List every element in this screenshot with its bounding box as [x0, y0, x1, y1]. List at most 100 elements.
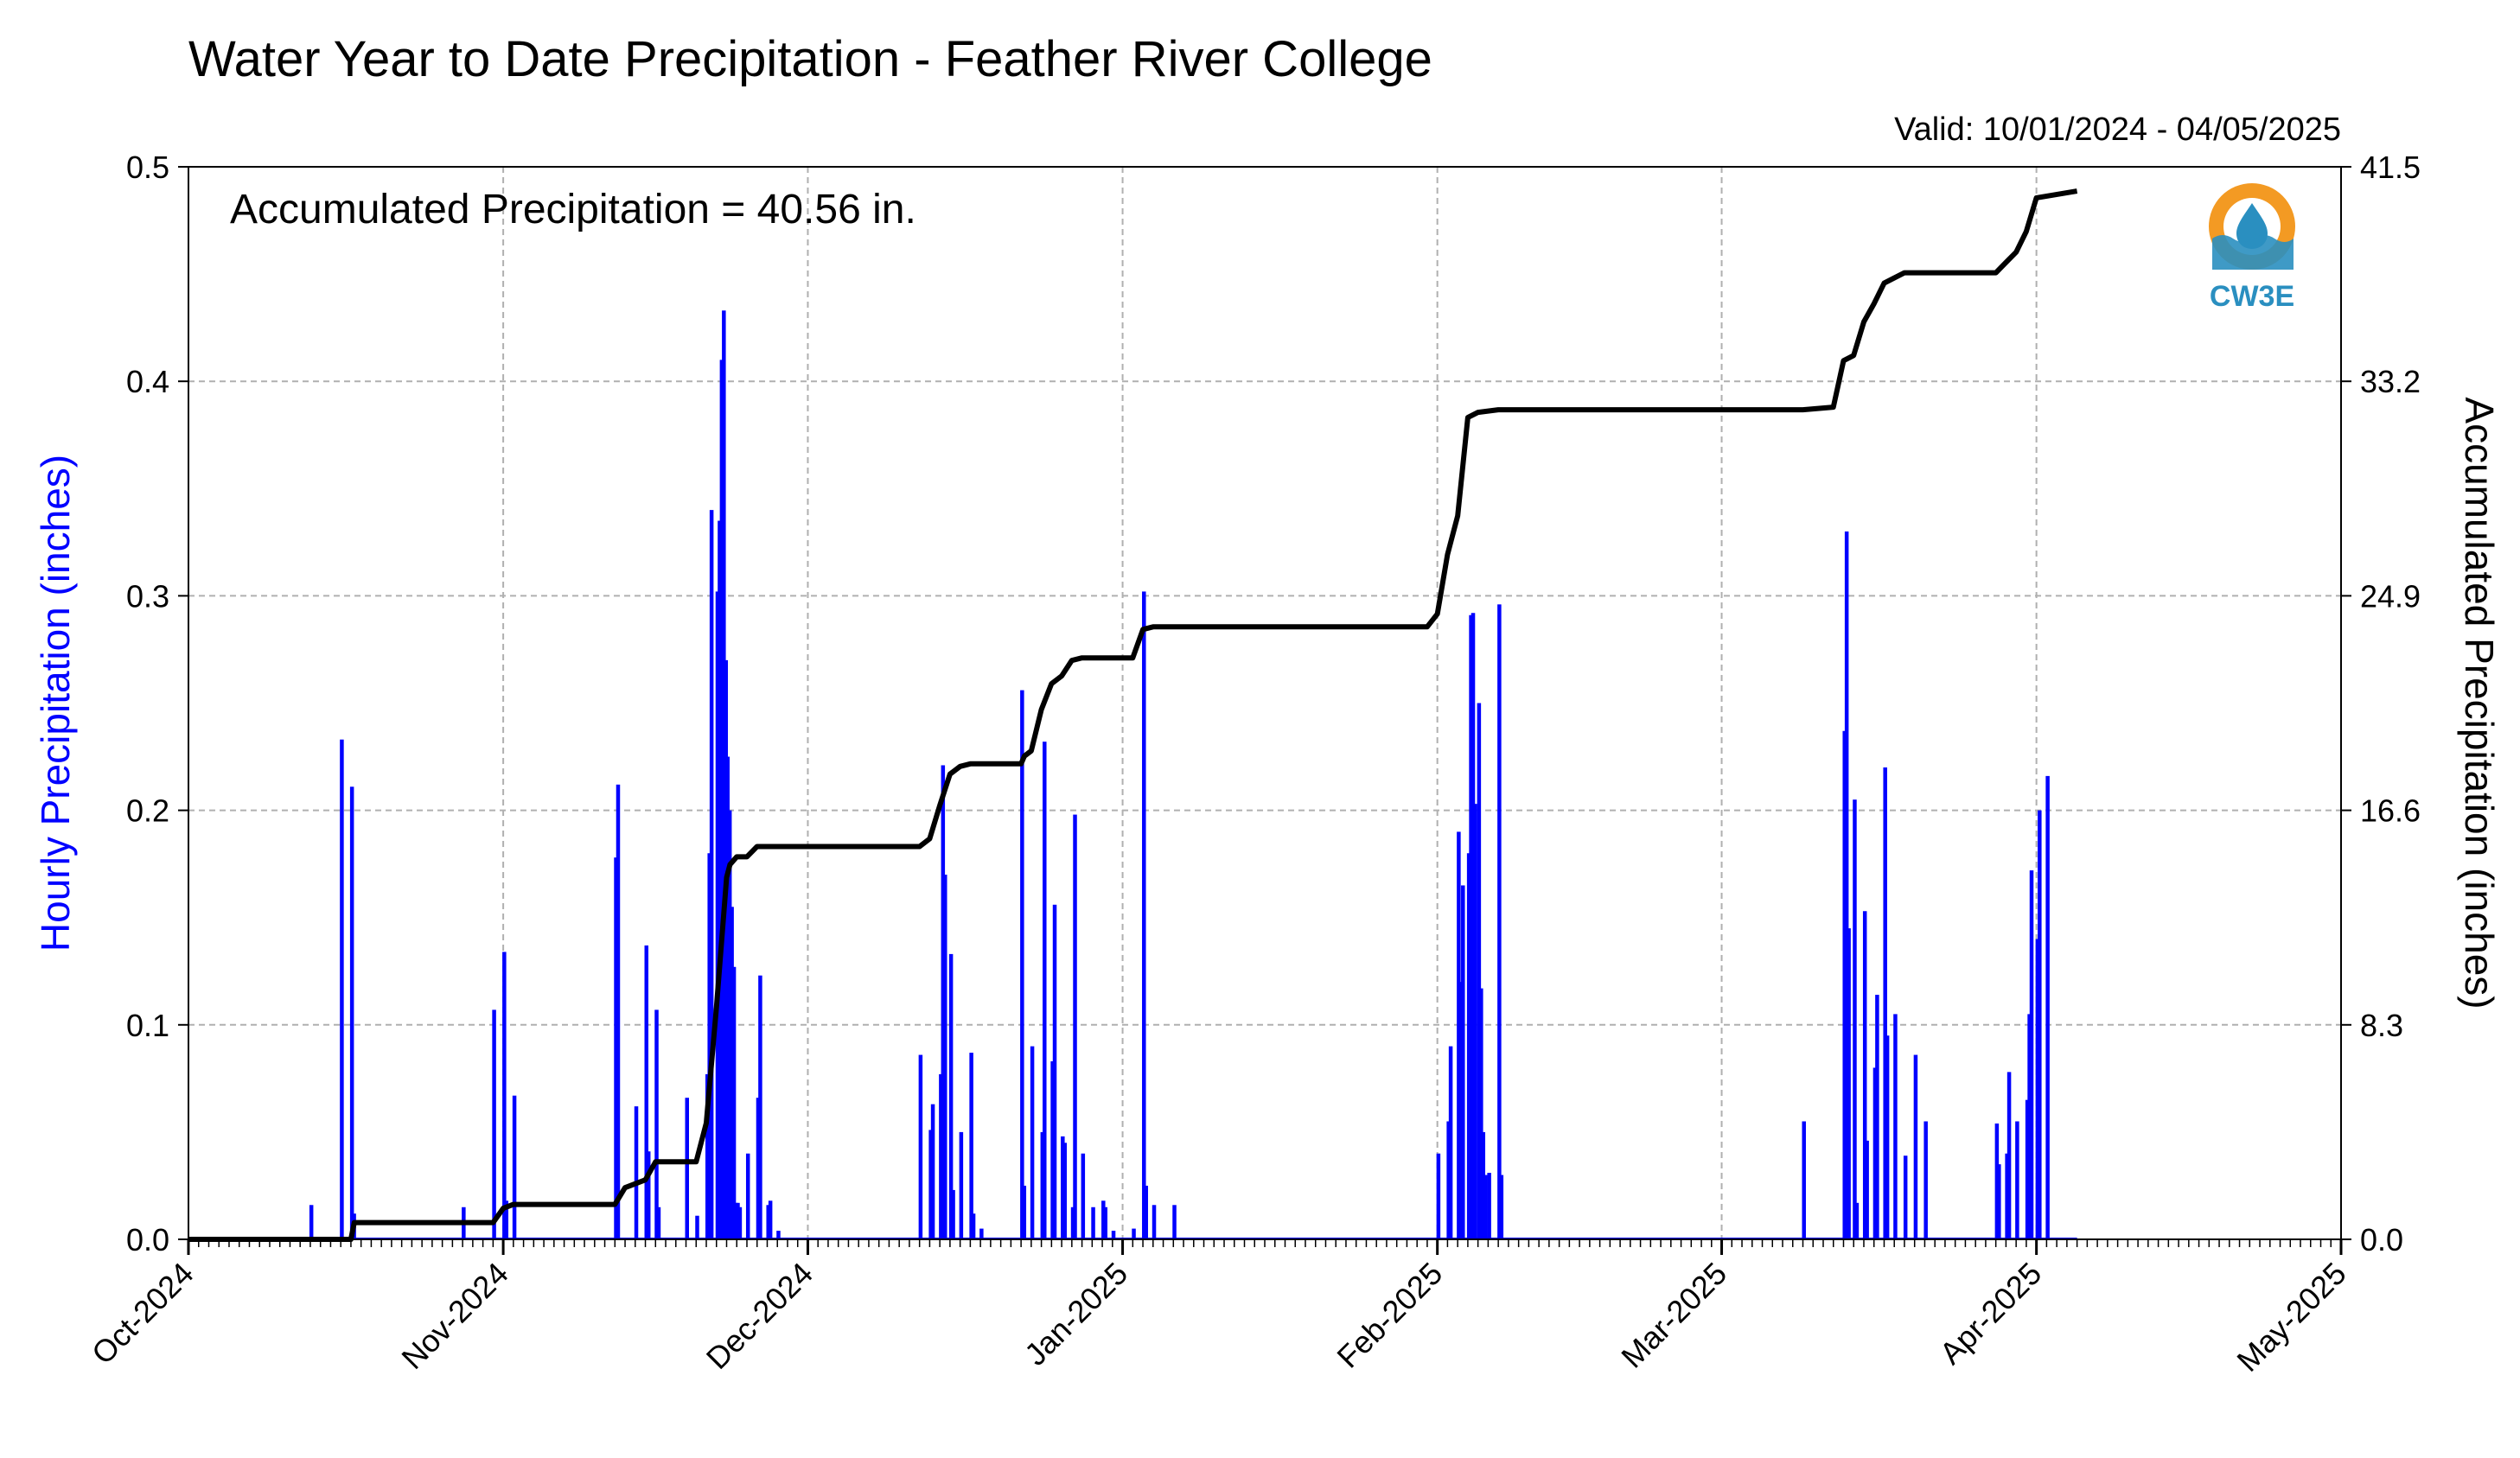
- hourly-precip-bar: [504, 1200, 509, 1239]
- y-tick-label-right: 0.0: [2360, 1222, 2403, 1257]
- hourly-precip-bar: [715, 591, 720, 1239]
- hourly-precip-bar: [1853, 799, 1857, 1239]
- hourly-precip-bar: [1070, 1207, 1075, 1239]
- hourly-precip-bar: [719, 360, 724, 1239]
- hourly-precip-bar: [1446, 1121, 1451, 1239]
- hourly-precip-bar: [756, 1098, 761, 1239]
- y-tick-label-left: 0.3: [126, 578, 169, 614]
- hourly-precip-bar: [722, 310, 726, 1240]
- hourly-precip-bar: [1142, 591, 1146, 1239]
- hourly-precip-bar: [349, 786, 354, 1239]
- hourly-precip-bar: [1461, 885, 1465, 1239]
- hourly-precip-bar: [2038, 810, 2042, 1239]
- hourly-precip-bar: [1872, 1067, 1878, 1239]
- x-tick-label: Apr-2025: [1933, 1256, 2049, 1372]
- y-tick-label-left: 0.4: [126, 364, 169, 399]
- hourly-precip-bar: [1913, 1054, 1918, 1239]
- hourly-precip-bar: [1483, 1175, 1488, 1239]
- hourly-precip-bar: [1458, 982, 1464, 1239]
- hourly-precip-bar: [1477, 703, 1482, 1239]
- hourly-precip-bar: [1865, 1140, 1869, 1239]
- hourly-precip-bar: [930, 1104, 935, 1239]
- hourly-precip-bar: [1844, 531, 1849, 1239]
- x-tick-label: Feb-2025: [1330, 1256, 1449, 1375]
- hourly-precip-bar: [1052, 904, 1057, 1239]
- hourly-precip-bar: [1473, 804, 1477, 1239]
- y-tick-label-right: 24.9: [2360, 578, 2421, 614]
- hourly-precip-bar: [730, 907, 734, 1239]
- y-tick-label-left: 0.5: [126, 150, 169, 185]
- axes: 0.0 0.1 0.2 0.3 0.4 0.5 0.0 8.3 16.6 24.9 33.2 41.5…: [85, 150, 2421, 1378]
- hourly-precip-bar: [2035, 939, 2040, 1239]
- hourly-precip-bar: [2027, 1014, 2032, 1239]
- hourly-precip-bar: [1448, 1046, 1453, 1239]
- hourly-precip-bar: [768, 1200, 773, 1239]
- hourly-precip-bar: [737, 1207, 743, 1239]
- hourly-precip-bar: [1030, 1046, 1035, 1239]
- hourly-precip-bar: [685, 1098, 689, 1239]
- hourly-precip-bar: [1081, 1153, 1086, 1239]
- hourly-precip-bar: [616, 784, 621, 1239]
- chart-title: Water Year to Date Precipitation - Feath…: [188, 31, 1432, 87]
- x-tick-label: Oct-2024: [85, 1256, 201, 1372]
- y-tick-label-right: 41.5: [2360, 150, 2421, 185]
- hourly-precip-bar: [959, 1131, 964, 1239]
- hourly-precip-bar: [1050, 1060, 1055, 1239]
- hourly-precip-bar: [1020, 690, 1024, 1239]
- hourly-precip-bar: [1847, 928, 1851, 1239]
- hourly-precip-bar: [1883, 767, 1887, 1239]
- y-tick-label-right: 8.3: [2360, 1008, 2403, 1043]
- hourly-precip-bar: [727, 810, 732, 1239]
- hourly-precip-bar: [1436, 1153, 1441, 1239]
- hourly-precip-bar: [654, 1009, 659, 1239]
- hourly-precip-bar: [309, 1205, 314, 1239]
- hourly-precip-bar: [656, 1207, 661, 1239]
- y-axis-label-left: Hourly Precipitation (inches): [33, 455, 78, 952]
- hourly-precip-bar: [745, 1153, 750, 1239]
- plot-frame: [188, 166, 2342, 1240]
- hourly-precip-bar: [725, 756, 730, 1239]
- hourly-precip-bar: [758, 975, 762, 1239]
- hourly-precip-bar: [1111, 1231, 1116, 1239]
- hourly-precip-bar: [707, 853, 711, 1239]
- accumulated-precip-line: [188, 188, 2078, 1242]
- y-tick-label-right: 33.2: [2360, 364, 2421, 399]
- hourly-precip-bar: [948, 953, 954, 1239]
- hourly-precip-bar: [1875, 995, 1879, 1239]
- x-tick-label: May-2025: [2230, 1256, 2352, 1378]
- hourly-precip-bar: [1903, 1156, 1908, 1239]
- hourly-precip-bar: [2015, 1121, 2019, 1239]
- y-tick-label-right: 16.6: [2360, 793, 2421, 829]
- hourly-precip-bar: [1842, 730, 1847, 1239]
- hourly-precip-bar: [512, 1095, 517, 1239]
- hourly-precip-bar: [1101, 1200, 1106, 1239]
- hourly-precip-bar: [969, 1053, 973, 1239]
- hourly-precip-bar: [1457, 831, 1461, 1239]
- hourly-precip-bar: [1040, 1131, 1045, 1239]
- hourly-precip-bar: [1043, 742, 1047, 1239]
- hourly-precip-bar: [939, 1073, 943, 1239]
- valid-date-range: Valid: 10/01/2024 - 04/05/2025: [1894, 111, 2341, 148]
- gridlines: [188, 167, 2341, 1239]
- hourly-precip-bar: [2025, 1099, 2030, 1239]
- hourly-precip-bar: [1132, 1228, 1136, 1239]
- hourly-precip-bar: [766, 1205, 770, 1239]
- hourly-precip-bar: [979, 1228, 984, 1239]
- hourly-precip-bar: [1061, 1136, 1065, 1239]
- hourly-precip-bar: [1885, 1035, 1890, 1239]
- hourly-precip-bar: [776, 1231, 781, 1239]
- accumulated-total-annotation: Accumulated Precipitation = 40.56 in.: [230, 187, 916, 232]
- hourly-bars: [188, 310, 2077, 1240]
- wave-icon: [2212, 235, 2294, 270]
- y-tick-label-left: 0.2: [126, 793, 169, 829]
- hourly-precip-bar: [1802, 1121, 1806, 1239]
- hourly-precip-bar: [1172, 1205, 1177, 1239]
- hourly-precip-bar: [492, 1009, 496, 1239]
- x-tick-label: Nov-2024: [394, 1256, 514, 1376]
- hourly-precip-bar: [1893, 1014, 1898, 1239]
- hourly-precip-bar: [1469, 614, 1473, 1239]
- hourly-precip-bar: [646, 1151, 651, 1239]
- hourly-precip-bar: [1487, 1173, 1491, 1239]
- hourly-precip-bar: [1062, 1143, 1068, 1239]
